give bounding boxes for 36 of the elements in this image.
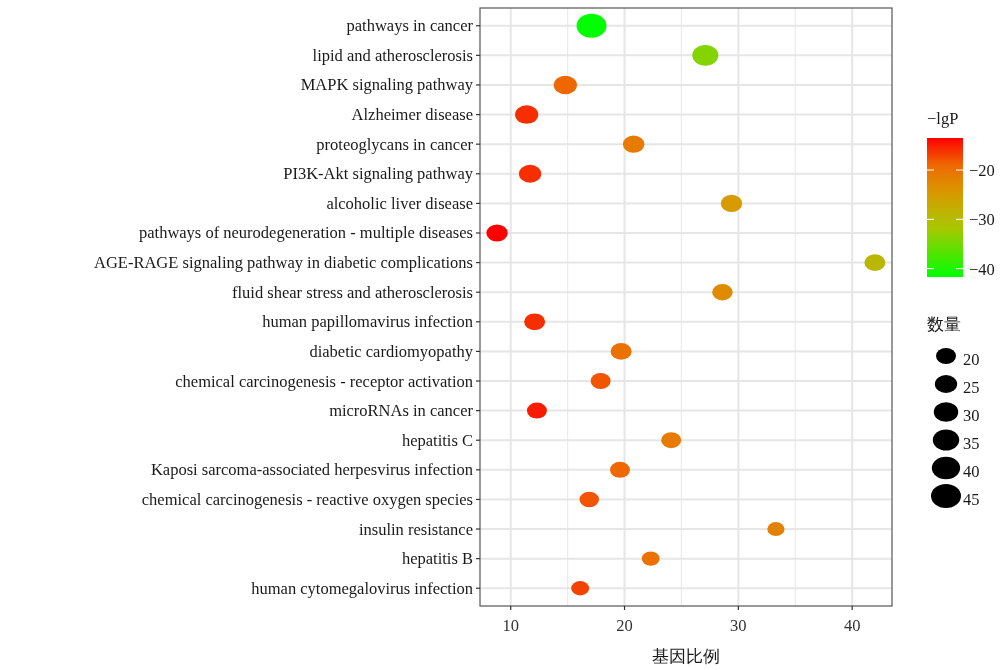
- y-tick-label: alcoholic liver disease: [326, 193, 473, 213]
- color-bar-label: −40: [969, 259, 995, 279]
- legend-label: 30: [963, 406, 980, 425]
- x-tick-label: 20: [616, 616, 633, 635]
- y-tick-label: chemical carcinogenesis - receptor activation: [175, 371, 473, 391]
- y-tick-label: proteoglycans in cancer: [316, 134, 474, 154]
- y-tick-label: lipid and atherosclerosis: [312, 45, 473, 65]
- y-tick-label: diabetic cardiomyopathy: [309, 341, 474, 361]
- y-tick-label: pathways of neurodegeneration - multiple diseases: [138, 223, 473, 243]
- color-bar-label: −20: [969, 161, 995, 181]
- y-tick-label: insulin resistance: [358, 519, 473, 539]
- y-tick-label: fluid shear stress and atherosclerosis: [231, 282, 473, 302]
- legend-label: 40: [963, 462, 980, 481]
- legend-label: 45: [963, 490, 980, 509]
- legend-label: 35: [963, 434, 980, 453]
- legend-title: 数量: [927, 315, 961, 334]
- y-tick-label: pathways in cancer: [346, 16, 474, 36]
- y-tick-label: microRNAs in cancer: [329, 401, 474, 421]
- y-tick-label: PI3K-Akt signaling pathway: [283, 164, 474, 184]
- x-axis-title: 基因比例: [652, 647, 720, 666]
- x-tick-label: 30: [730, 616, 747, 635]
- y-tick-label: MAPK signaling pathway: [300, 75, 474, 95]
- x-tick-label: 10: [502, 616, 519, 635]
- y-tick-label: AGE-RAGE signaling pathway in diabetic complications: [94, 253, 473, 273]
- y-tick-label: human cytomegalovirus infection: [251, 578, 473, 598]
- y-tick-label: Alzheimer disease: [351, 105, 473, 125]
- color-bar-title: −lgP: [927, 109, 959, 128]
- y-tick-label: chemical carcinogenesis - reactive oxygen species: [141, 489, 473, 509]
- x-tick-label: 40: [843, 616, 861, 635]
- legend-label: 20: [963, 350, 980, 369]
- y-tick-label: hepatitis C: [401, 430, 473, 450]
- y-tick-label: human papillomavirus infection: [262, 312, 473, 332]
- y-tick-label: hepatitis B: [401, 549, 473, 569]
- color-bar-label: −30: [969, 210, 995, 230]
- legend-label: 25: [963, 378, 980, 397]
- y-tick-label: Kaposi sarcoma-associated herpesvirus infection: [150, 460, 473, 480]
